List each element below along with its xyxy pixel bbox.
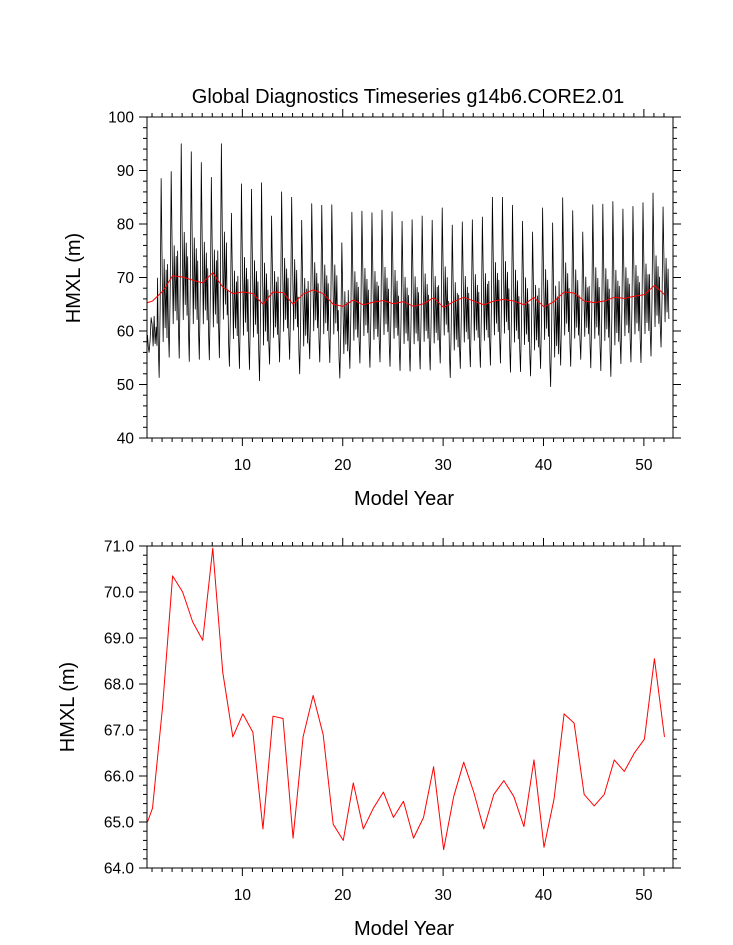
plot-frame bbox=[146, 545, 674, 869]
x-tick-label: 20 bbox=[334, 457, 352, 474]
annual-mean-chart-bottom: 10 20 30 40 50 64.0 65.0 66.0 67.0 68.0 69.0 70.0 71… bbox=[57, 538, 681, 940]
y-tick-label: 50 bbox=[117, 377, 135, 394]
y-tick-label: 100 bbox=[108, 110, 134, 127]
x-tick-label: 30 bbox=[435, 457, 453, 474]
y-tick-label: 90 bbox=[117, 163, 135, 180]
x-tick-label: 40 bbox=[535, 457, 553, 474]
x-tick-label: 50 bbox=[635, 887, 653, 904]
series-line-annual-mean bbox=[147, 272, 665, 308]
y-tick-label: 70.0 bbox=[104, 585, 135, 602]
x-tick-label: 10 bbox=[234, 457, 252, 474]
timeseries-chart-top: Global Diagnostics Timeseries g14b6.CORE… bbox=[63, 86, 681, 510]
x-tick-label: 30 bbox=[435, 887, 453, 904]
y-tick-label: 60 bbox=[117, 324, 135, 341]
series-line-monthly bbox=[147, 143, 670, 388]
y-tick-label: 65.0 bbox=[104, 815, 135, 832]
x-tick-label: 20 bbox=[334, 887, 352, 904]
y-axis-label: HMXL (m) bbox=[57, 662, 79, 752]
x-axis-label: Model Year bbox=[354, 488, 454, 510]
y-tick-label: 68.0 bbox=[104, 677, 135, 694]
y-tick-label: 64.0 bbox=[104, 861, 135, 878]
x-axis-label: Model Year bbox=[354, 918, 454, 940]
y-tick-label: 67.0 bbox=[104, 723, 135, 740]
x-tick-label: 10 bbox=[234, 887, 252, 904]
y-tick-label: 40 bbox=[117, 431, 135, 448]
y-tick-label: 69.0 bbox=[104, 631, 135, 648]
y-tick-label: 70 bbox=[117, 270, 135, 287]
y-tick-label: 71.0 bbox=[104, 539, 135, 556]
x-tick-label: 40 bbox=[535, 887, 553, 904]
x-tick-label: 50 bbox=[635, 457, 653, 474]
y-tick-label: 66.0 bbox=[104, 769, 135, 786]
y-tick-label: 80 bbox=[117, 217, 135, 234]
series-line-annual-mean bbox=[147, 547, 665, 851]
chart-title: Global Diagnostics Timeseries g14b6.CORE… bbox=[192, 86, 624, 108]
y-axis-label: HMXL (m) bbox=[63, 233, 85, 323]
